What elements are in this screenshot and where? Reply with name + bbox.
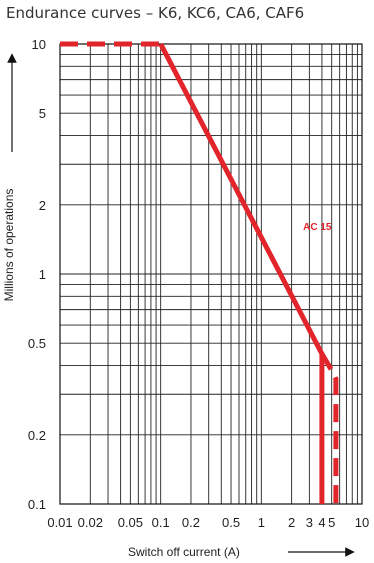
x-tick-label: 0.5: [222, 515, 240, 530]
x-tick-label: 4: [318, 515, 325, 530]
y-tick-label: 5: [39, 106, 46, 121]
x-tick-label: 0.01: [47, 515, 72, 530]
x-tick-label: 0.02: [78, 515, 103, 530]
plot-frame: [59, 43, 363, 505]
chart-grid: [60, 44, 362, 504]
x-tick-label: 10: [355, 515, 369, 530]
y-tick-label: 0.1: [28, 497, 46, 512]
x-tick-label: 5: [328, 515, 335, 530]
y-tick-label: 0.5: [28, 336, 46, 351]
chart-series: [60, 41, 339, 504]
y-tick-label: 1: [39, 267, 46, 282]
x-tick-label: 1: [258, 515, 265, 530]
y-tick-label: 0.2: [28, 428, 46, 443]
series-label-ac15: AC 15: [303, 222, 332, 233]
x-tick-label: 0.2: [182, 515, 200, 530]
y-tick-labels: 0.1 0.2 0.5 1 2 5 10: [28, 37, 46, 512]
x-tick-label: 2: [288, 515, 295, 530]
x-axis-label: Switch off current (A): [128, 545, 240, 559]
y-tick-label: 10: [32, 37, 46, 52]
endurance-curve-dashed: [319, 352, 339, 504]
x-tick-labels: 0.01 0.02 0.05 0.1 0.2 0.5 1 2 3 4 5 10: [47, 515, 369, 530]
x-tick-label: 3: [306, 515, 313, 530]
y-tick-label: 2: [39, 198, 46, 213]
chart-title: Endurance curves – K6, KC6, CA6, CAF6: [6, 4, 305, 22]
x-tick-label: 0.05: [118, 515, 143, 530]
y-axis-label: Millions of operations: [2, 189, 16, 302]
x-tick-label: 0.1: [152, 515, 170, 530]
